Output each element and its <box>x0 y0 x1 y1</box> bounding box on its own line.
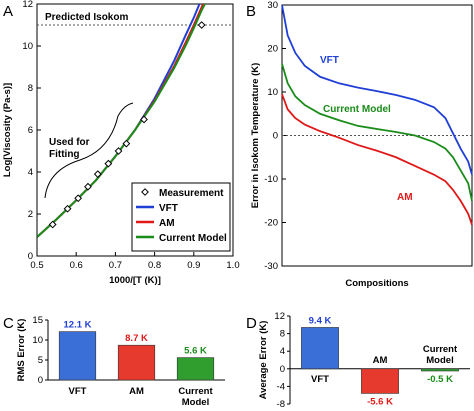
y-tick-label: 10 <box>267 87 278 98</box>
y-tick-label: 12 <box>22 0 33 10</box>
y-tick-label: 0 <box>38 375 43 386</box>
panel-c-letter: C <box>3 315 14 332</box>
category-label: Model <box>182 397 209 408</box>
y-tick-label: -8 <box>277 399 285 410</box>
panel-b-letter: B <box>246 3 256 20</box>
x-tick-label: 0.5 <box>30 260 43 271</box>
x-tick-label: 1.0 <box>226 260 239 271</box>
panel-b-isokom-error-chart: -30 -20 -10 0 10 20 30 Compositions Error in Iso… <box>250 0 473 289</box>
label-am: AM <box>397 192 413 203</box>
category-label: AM <box>129 386 144 397</box>
fitting-bracket <box>44 102 134 199</box>
y-tick-label: 5 <box>38 355 43 366</box>
legend-marker-measurement <box>141 188 149 196</box>
y-tick-label: 12 <box>274 311 285 322</box>
measurement-point <box>84 182 92 191</box>
y-tick-label: 0 <box>28 251 33 262</box>
y-tick-label: 10 <box>22 41 33 52</box>
series-line-vft <box>281 4 473 175</box>
y-tick-label: -20 <box>264 218 278 229</box>
fitting-label-line1: Used for <box>49 137 90 148</box>
y-axis-label: Average Error (K) <box>258 321 269 400</box>
category-label: VFT <box>311 374 329 385</box>
x-axis-label: 1000/[T (K)] <box>109 275 161 286</box>
measurement-point <box>104 159 113 168</box>
bar <box>301 327 339 370</box>
y-tick-label: 4 <box>28 167 33 178</box>
legend-entry: Measurement <box>159 188 224 199</box>
label-vft: VFT <box>320 55 339 66</box>
bar <box>421 368 459 372</box>
y-tick-label: 30 <box>267 0 278 11</box>
bar-value-label: 9.4 K <box>309 315 332 326</box>
y-tick-label: 10 <box>32 335 43 346</box>
panel-c-rms-error-chart: 0 5 10 15 RMS Error (K) 12.1 K 8.7 K 5.6 K VFT AM… <box>16 315 225 408</box>
bar-value-label: 5.6 K <box>184 346 207 357</box>
legend-entry: Current Model <box>159 233 227 244</box>
y-tick-label: -4 <box>277 381 285 392</box>
y-axis-label: Error in Isokom Temperature (K) <box>250 63 261 209</box>
bar <box>176 357 215 381</box>
measurement-point <box>63 204 72 213</box>
measurement-point <box>74 194 83 203</box>
panel-d-average-error-chart: -8 -4 0 4 8 12 Average Error (K) 9.4 K -5.6 K -0.… <box>258 311 470 410</box>
category-label: Current <box>423 344 458 355</box>
y-tick-label: 15 <box>32 315 43 326</box>
bar <box>361 368 399 394</box>
y-tick-label: 2 <box>28 209 33 220</box>
label-current-model: Current Model <box>323 104 391 115</box>
series-line-am <box>281 93 473 225</box>
bar <box>58 331 97 381</box>
panel-a-letter: A <box>3 3 13 20</box>
series-line-current-model <box>281 63 473 201</box>
series-line-current-model <box>37 4 207 238</box>
y-tick-label: 0 <box>273 131 278 142</box>
bar-value-label: 12.1 K <box>64 320 92 331</box>
x-tick-label: 0.8 <box>148 260 161 271</box>
legend-box <box>131 182 231 252</box>
isokom-label: Predicted Isokom <box>45 12 128 23</box>
category-label: Model <box>426 355 453 366</box>
category-label: Current <box>178 386 213 397</box>
y-tick-label: 20 <box>267 44 278 55</box>
y-tick-label: 6 <box>28 125 33 136</box>
y-tick-label: 8 <box>280 329 285 340</box>
x-axis-label: Compositions <box>345 278 408 289</box>
y-axis-label: RMS Error (K) <box>16 319 27 382</box>
legend-entry: VFT <box>159 203 178 214</box>
measurement-point <box>197 21 206 29</box>
y-tick-label: 4 <box>280 346 285 357</box>
measurement-point <box>122 139 131 148</box>
bar <box>117 344 156 381</box>
fitting-label-line2: Fitting <box>49 149 80 160</box>
y-tick-label: -30 <box>264 261 278 272</box>
legend-entry: AM <box>159 218 175 229</box>
bar-value-label: -5.6 K <box>367 396 393 407</box>
measurement-point <box>93 170 102 179</box>
category-label: AM <box>373 355 388 366</box>
measurement-point <box>48 220 57 229</box>
panel-a-viscosity-chart: 0.5 0.6 0.7 0.8 0.9 1.0 0 2 4 6 8 10 12 1000/[T (K)] L… <box>2 0 240 286</box>
measurement-point <box>140 115 148 124</box>
bar-value-label: 8.7 K <box>125 333 148 344</box>
y-tick-label: -10 <box>264 174 278 185</box>
category-label: VFT <box>69 386 87 397</box>
y-axis-label: Log[Viscosity (Pa-s)] <box>2 83 13 177</box>
x-tick-label: 0.6 <box>70 260 83 271</box>
measurement-point <box>114 147 123 155</box>
panel-d-letter: D <box>246 315 257 332</box>
x-tick-label: 0.7 <box>109 260 122 271</box>
y-tick-label: 8 <box>28 83 33 94</box>
x-tick-label: 0.9 <box>187 260 200 271</box>
y-tick-label: 0 <box>280 364 285 375</box>
series-lines <box>37 4 207 238</box>
bar-value-label: -0.5 K <box>427 374 453 385</box>
